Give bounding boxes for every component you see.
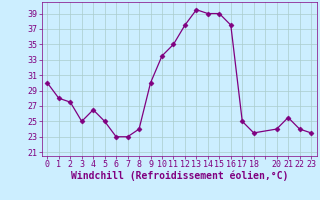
X-axis label: Windchill (Refroidissement éolien,°C): Windchill (Refroidissement éolien,°C) — [70, 171, 288, 181]
